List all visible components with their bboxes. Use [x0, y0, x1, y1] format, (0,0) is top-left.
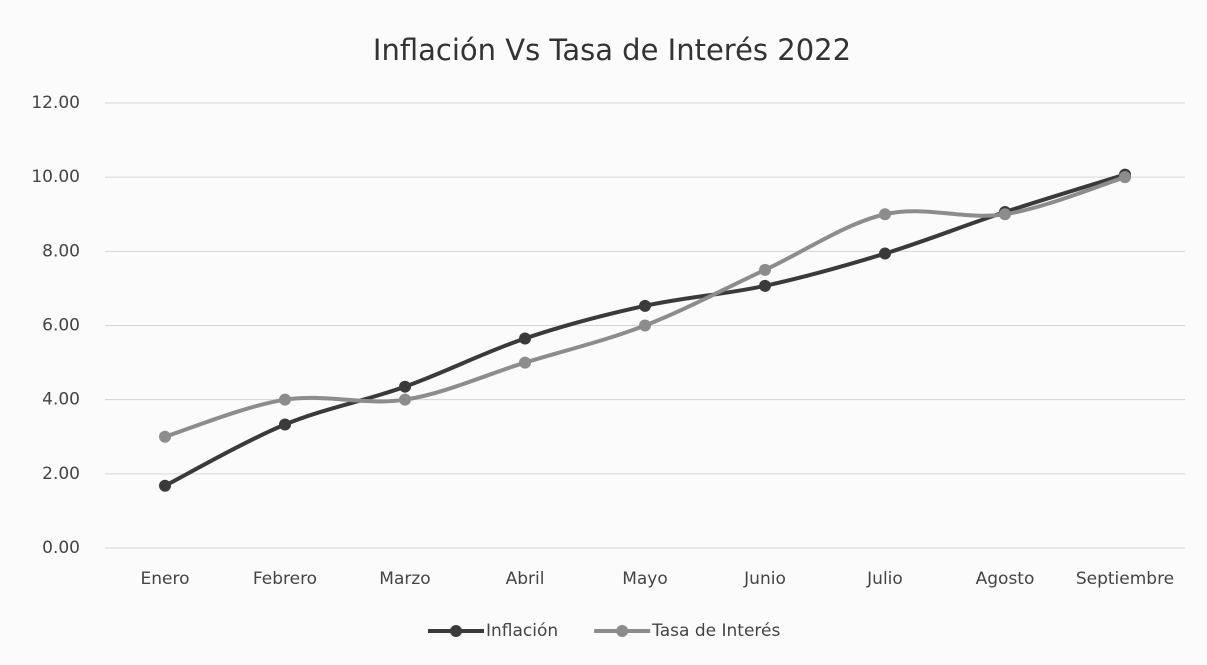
x-tick-label: Junio — [743, 569, 786, 589]
point — [639, 299, 651, 312]
x-tick-label: Septiembre — [1076, 569, 1174, 589]
x-tick-label: Marzo — [379, 569, 430, 589]
point — [879, 247, 891, 260]
point — [1119, 171, 1131, 184]
x-tick-label: Mayo — [622, 569, 668, 589]
point — [639, 319, 651, 332]
point — [279, 393, 291, 406]
y-tick-label: 12.00 — [31, 93, 80, 113]
x-tick-label: Julio — [866, 569, 903, 589]
point — [399, 380, 411, 393]
y-tick-label: 6.00 — [42, 316, 80, 336]
point — [159, 479, 171, 492]
x-tick-label: Abril — [506, 569, 545, 589]
point — [519, 332, 531, 345]
point — [759, 263, 771, 276]
legend-label: Tasa de Interés — [651, 621, 780, 641]
point — [879, 208, 891, 221]
point — [399, 393, 411, 406]
y-tick-label: 10.00 — [31, 167, 80, 187]
point — [159, 430, 171, 443]
x-tick-label: Febrero — [253, 569, 317, 589]
point — [999, 208, 1011, 221]
x-tick-label: Agosto — [976, 569, 1035, 589]
y-tick-label: 4.00 — [42, 390, 80, 410]
point — [519, 356, 531, 369]
y-tick-label: 2.00 — [42, 464, 80, 484]
y-tick-label: 0.00 — [42, 538, 80, 558]
chart-title: Inflación Vs Tasa de Interés 2022 — [373, 33, 851, 67]
x-tick-label: Enero — [141, 569, 190, 589]
point — [279, 418, 291, 431]
legend-marker — [616, 625, 629, 637]
y-tick-label: 8.00 — [42, 241, 80, 261]
point — [759, 279, 771, 292]
legend-label: Inflación — [486, 621, 558, 641]
legend-marker — [450, 625, 462, 637]
